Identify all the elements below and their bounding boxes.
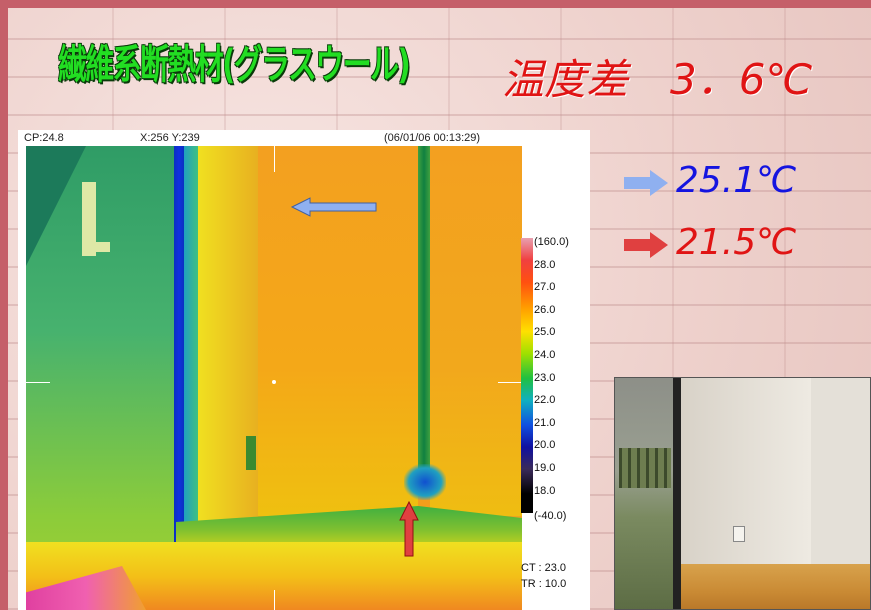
warm-point-arrow-icon: [290, 197, 377, 217]
room-photo: [614, 377, 871, 610]
timestamp: (06/01/06 00:13:29): [384, 132, 481, 144]
warm-temperature: 25.1℃: [676, 160, 797, 201]
tr-readout: TR : 10.0: [521, 578, 567, 590]
legend-value: 28.0: [534, 259, 556, 271]
legend-value: 25.0: [534, 326, 556, 338]
thermal-image-panel: CP:24.8 X:256 Y:239 (06/01/06 00:13:29): [18, 130, 590, 610]
legend-value: 20.0: [534, 439, 556, 451]
color-scale-bar: [521, 238, 533, 513]
legend-value: 21.0: [534, 417, 556, 429]
legend-value: 19.0: [534, 462, 556, 474]
cp-readout: CP:24.8: [24, 132, 64, 144]
ct-readout: CT : 23.0: [521, 562, 567, 574]
page-title: 繊維系断熱材(グラスウール): [58, 42, 411, 88]
legend-value: 26.0: [534, 304, 556, 316]
temperature-difference: 温度差 3．6℃: [502, 55, 813, 104]
legend-value: (160.0): [534, 236, 569, 248]
thermal-image: [26, 146, 522, 610]
legend-value: 23.0: [534, 372, 556, 384]
legend-value: (-40.0): [534, 510, 567, 522]
legend-value: 18.0: [534, 485, 556, 497]
legend-value: 24.0: [534, 349, 556, 361]
warm-reading-arrow-icon: [624, 170, 668, 196]
cursor-coords: X:256 Y:239: [140, 132, 200, 144]
cold-temperature: 21.5℃: [676, 222, 797, 263]
cold-reading-arrow-icon: [624, 232, 668, 258]
legend-value: 22.0: [534, 394, 556, 406]
legend-value: 27.0: [534, 281, 556, 293]
cold-point-arrow-icon: [399, 500, 419, 557]
